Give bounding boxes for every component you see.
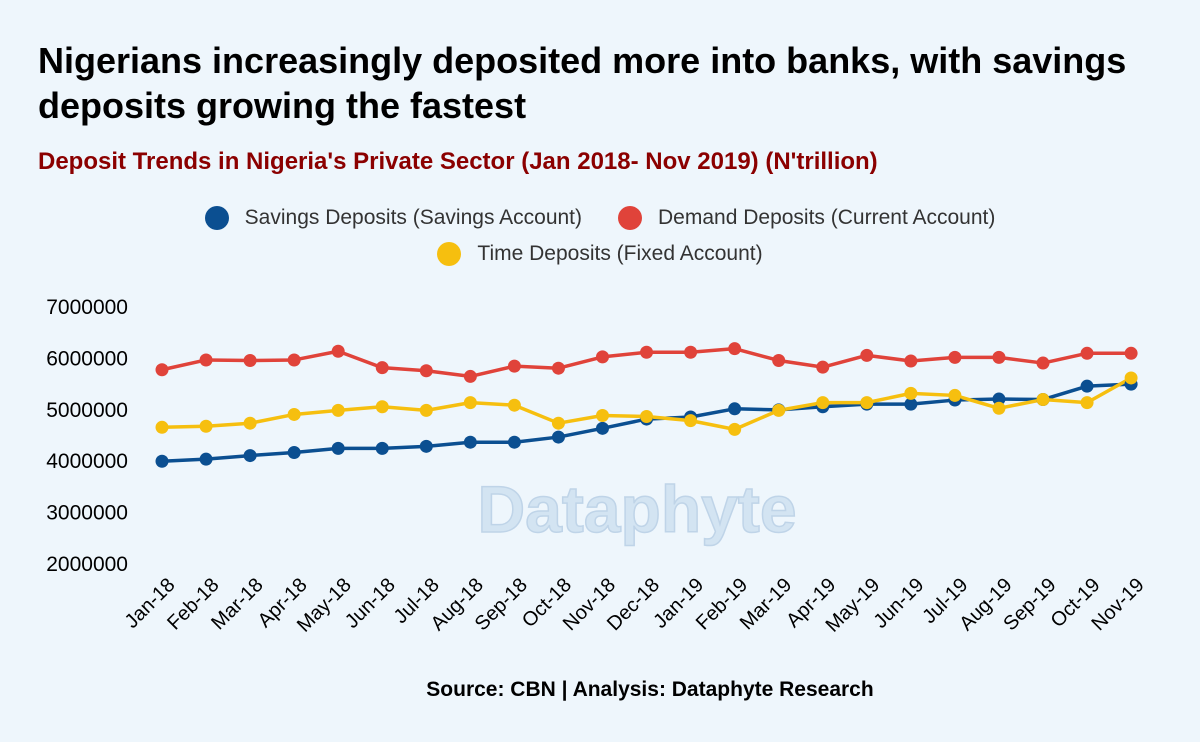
data-point[interactable] bbox=[243, 416, 257, 430]
data-point[interactable] bbox=[948, 350, 962, 364]
legend-label-time: Time Deposits (Fixed Account) bbox=[477, 242, 763, 265]
data-point[interactable] bbox=[1036, 356, 1050, 370]
data-point[interactable] bbox=[375, 400, 389, 414]
data-point[interactable] bbox=[1080, 346, 1094, 360]
data-point[interactable] bbox=[1080, 396, 1094, 410]
y-tick-label: 4000000 bbox=[46, 450, 128, 473]
source-note: Source: CBN | Analysis: Dataphyte Resear… bbox=[426, 678, 874, 701]
data-point[interactable] bbox=[860, 396, 874, 410]
chart-subtitle: Deposit Trends in Nigeria's Private Sect… bbox=[38, 148, 878, 175]
legend-row-2: Time Deposits (Fixed Account) bbox=[0, 242, 1200, 266]
series-points bbox=[155, 342, 1138, 468]
data-point[interactable] bbox=[1124, 346, 1138, 360]
legend-item-time[interactable]: Time Deposits (Fixed Account) bbox=[437, 242, 763, 266]
x-axis: Jan-18Feb-18Mar-18Apr-18May-18Jun-18Jul-… bbox=[121, 574, 1149, 637]
data-point[interactable] bbox=[331, 441, 345, 455]
data-point[interactable] bbox=[816, 396, 830, 410]
series-lines bbox=[161, 346, 1132, 463]
data-point[interactable] bbox=[904, 397, 918, 411]
data-point[interactable] bbox=[155, 363, 169, 377]
y-tick-label: 6000000 bbox=[46, 347, 128, 370]
data-point[interactable] bbox=[1124, 371, 1138, 385]
y-tick-label: 5000000 bbox=[46, 399, 128, 422]
data-point[interactable] bbox=[199, 353, 213, 367]
data-point[interactable] bbox=[375, 361, 389, 375]
data-point[interactable] bbox=[904, 354, 918, 368]
data-point[interactable] bbox=[287, 353, 301, 367]
data-point[interactable] bbox=[728, 342, 742, 356]
data-point[interactable] bbox=[772, 353, 786, 367]
x-tick-label: Jun-18 bbox=[341, 574, 400, 633]
chart-title: Nigerians increasingly deposited more in… bbox=[38, 40, 1127, 126]
legend-marker-time bbox=[437, 242, 462, 266]
data-point[interactable] bbox=[287, 445, 301, 459]
data-point[interactable] bbox=[199, 419, 213, 433]
data-point[interactable] bbox=[728, 402, 742, 416]
data-point[interactable] bbox=[772, 403, 786, 417]
data-point[interactable] bbox=[551, 430, 565, 444]
legend-item-demand[interactable]: Demand Deposits (Current Account) bbox=[618, 206, 995, 230]
data-point[interactable] bbox=[948, 388, 962, 402]
watermark-text: Dataphyte bbox=[477, 472, 796, 546]
data-point[interactable] bbox=[331, 344, 345, 358]
data-point[interactable] bbox=[904, 386, 918, 400]
data-point[interactable] bbox=[596, 408, 609, 422]
data-point[interactable] bbox=[640, 345, 654, 359]
y-tick-label: 2000000 bbox=[46, 553, 128, 576]
data-point[interactable] bbox=[596, 421, 609, 435]
y-tick-label: 7000000 bbox=[46, 296, 128, 319]
legend-item-savings[interactable]: Savings Deposits (Savings Account) bbox=[204, 206, 583, 230]
legend-row-1: Savings Deposits (Savings Account) Deman… bbox=[0, 206, 1200, 230]
data-point[interactable] bbox=[331, 403, 345, 417]
data-point[interactable] bbox=[199, 452, 213, 466]
x-tick-label: Jun-19 bbox=[870, 574, 929, 633]
data-point[interactable] bbox=[243, 353, 257, 367]
data-point[interactable] bbox=[287, 407, 301, 421]
data-point[interactable] bbox=[1036, 393, 1050, 407]
data-point[interactable] bbox=[684, 345, 698, 359]
data-point[interactable] bbox=[728, 422, 742, 436]
data-point[interactable] bbox=[507, 359, 521, 373]
data-point[interactable] bbox=[155, 454, 169, 468]
data-point[interactable] bbox=[1080, 379, 1094, 393]
legend-marker-demand bbox=[618, 206, 643, 230]
data-point[interactable] bbox=[375, 441, 389, 455]
legend-label-savings: Savings Deposits (Savings Account) bbox=[244, 206, 583, 229]
data-point[interactable] bbox=[243, 449, 257, 463]
data-point[interactable] bbox=[860, 348, 874, 362]
legend-label-demand: Demand Deposits (Current Account) bbox=[658, 206, 996, 229]
data-point[interactable] bbox=[816, 360, 830, 374]
data-point[interactable] bbox=[551, 416, 565, 430]
data-point[interactable] bbox=[419, 364, 433, 378]
data-point[interactable] bbox=[992, 401, 1006, 415]
data-point[interactable] bbox=[507, 398, 521, 412]
data-point[interactable] bbox=[992, 392, 1006, 406]
legend-marker-savings bbox=[204, 206, 229, 230]
data-point[interactable] bbox=[684, 414, 698, 428]
data-point[interactable] bbox=[463, 435, 477, 449]
y-axis: 2000000 3000000 4000000 5000000 6000000 70000… bbox=[46, 296, 128, 576]
data-point[interactable] bbox=[992, 350, 1006, 364]
data-point[interactable] bbox=[463, 369, 477, 383]
data-point[interactable] bbox=[596, 350, 609, 364]
data-point[interactable] bbox=[155, 420, 169, 434]
data-point[interactable] bbox=[640, 410, 654, 424]
data-point[interactable] bbox=[463, 396, 477, 410]
y-tick-label: 3000000 bbox=[46, 502, 128, 525]
data-point[interactable] bbox=[419, 403, 433, 417]
data-point[interactable] bbox=[551, 361, 565, 375]
data-point[interactable] bbox=[419, 439, 433, 453]
data-point[interactable] bbox=[507, 435, 521, 449]
